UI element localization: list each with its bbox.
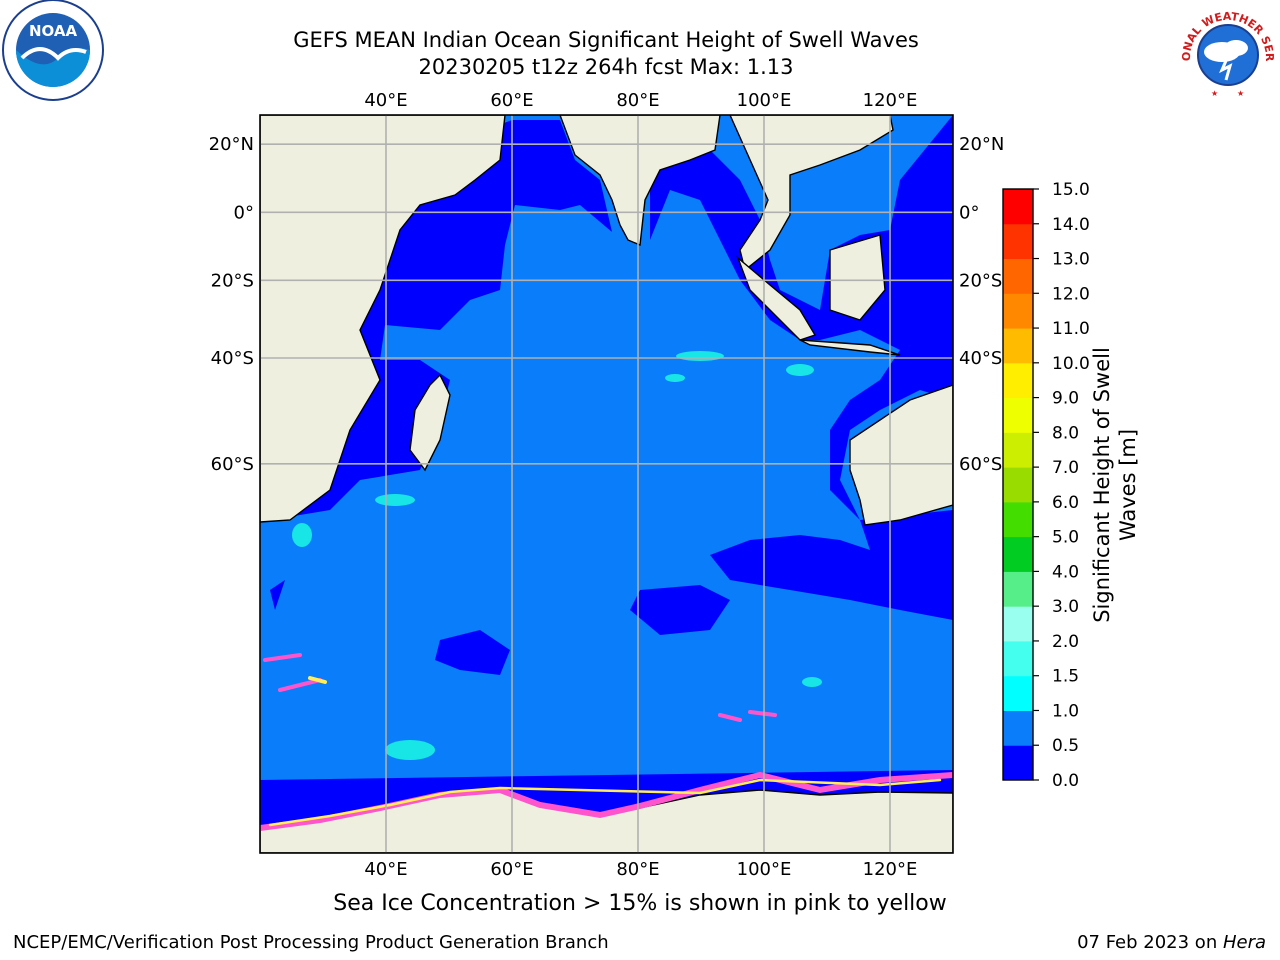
colorbar-tick-label: 11.0 bbox=[1052, 319, 1090, 339]
colorbar-tick-label: 15.0 bbox=[1052, 180, 1090, 200]
lat-tick-label-left: 40°S bbox=[211, 348, 254, 369]
colorbar-segment bbox=[1003, 362, 1033, 399]
lat-tick-label-left: 60°S bbox=[211, 454, 254, 475]
colorbar-tick-label: 8.0 bbox=[1052, 423, 1079, 443]
colorbar-segment bbox=[1003, 606, 1033, 642]
colorbar-label-line1: Significant Height of Swell bbox=[1090, 347, 1114, 623]
colorbar-tick-label: 5.0 bbox=[1052, 528, 1079, 548]
colorbar-tick-label: 10.0 bbox=[1052, 354, 1090, 374]
colorbar-tick-label: 0.5 bbox=[1052, 736, 1079, 756]
lon-tick-label-top: 80°E bbox=[616, 90, 659, 111]
colorbar-segment bbox=[1003, 293, 1033, 329]
colorbar-segment bbox=[1003, 745, 1033, 781]
footer-credit: NCEP/EMC/Verification Post Processing Pr… bbox=[13, 932, 609, 953]
colorbar-tick-label: 7.0 bbox=[1052, 458, 1079, 478]
colorbar-segment bbox=[1003, 640, 1033, 677]
footer-host: Hera bbox=[1222, 932, 1266, 953]
colorbar-segment bbox=[1003, 258, 1033, 294]
footer-date-text: 07 Feb 2023 on bbox=[1077, 932, 1223, 953]
lon-tick-label-bottom: 60°E bbox=[490, 859, 533, 880]
lon-tick-label-top: 120°E bbox=[863, 90, 918, 111]
lon-tick-label-bottom: 80°E bbox=[616, 859, 659, 880]
svg-text:★: ★ bbox=[1211, 89, 1218, 98]
colorbar-segment bbox=[1003, 397, 1033, 433]
colorbar-segment bbox=[1003, 675, 1033, 711]
colorbar-segment bbox=[1003, 432, 1033, 468]
colorbar-tick-label: 9.0 bbox=[1052, 389, 1079, 409]
svg-text:★: ★ bbox=[1237, 89, 1244, 98]
colorbar-tick-label: 1.5 bbox=[1052, 667, 1079, 687]
colorbar-tick-label: 1.0 bbox=[1052, 701, 1079, 721]
map-gridlines bbox=[260, 115, 953, 853]
lon-tick-label-bottom: 120°E bbox=[863, 859, 918, 880]
footer-date: 07 Feb 2023 on Hera bbox=[1077, 932, 1266, 953]
colorbar-segment bbox=[1003, 571, 1033, 607]
moderate-swell-patches bbox=[292, 351, 822, 760]
colorbar-label-line2: Waves [m] bbox=[1116, 428, 1140, 542]
lat-tick-label-left: 20°S bbox=[211, 270, 254, 291]
colorbar-segment bbox=[1003, 189, 1033, 225]
lon-tick-label-top: 40°E bbox=[364, 90, 407, 111]
sea-ice-note: Sea Ice Concentration > 15% is shown in … bbox=[333, 891, 947, 916]
lon-tick-label-bottom: 100°E bbox=[737, 859, 792, 880]
lat-tick-label-right: 60°S bbox=[959, 454, 1002, 475]
map-frame bbox=[259, 114, 954, 854]
colorbar-segment bbox=[1003, 223, 1033, 260]
colorbar-tick-label: 12.0 bbox=[1052, 284, 1090, 304]
chart-title: GEFS MEAN Indian Ocean Significant Heigh… bbox=[293, 28, 919, 52]
colorbar-tick-label: 4.0 bbox=[1052, 562, 1079, 582]
lon-tick-label-bottom: 40°E bbox=[364, 859, 407, 880]
colorbar-segment bbox=[1003, 467, 1033, 503]
sea-ice-fringe bbox=[260, 653, 953, 831]
colorbar-tick-label: 6.0 bbox=[1052, 493, 1079, 513]
lat-tick-label-right: 20°S bbox=[959, 270, 1002, 291]
lat-tick-label-left: 0° bbox=[234, 202, 254, 223]
colorbar-segment bbox=[1003, 501, 1033, 538]
colorbar-segment bbox=[1003, 536, 1033, 572]
colorbar bbox=[1002, 188, 1039, 781]
colorbar-tick-label: 13.0 bbox=[1052, 250, 1090, 270]
lat-tick-label-right: 40°S bbox=[959, 348, 1002, 369]
lon-tick-label-top: 100°E bbox=[737, 90, 792, 111]
national-weather-service-logo-icon: NATIONAL WEATHER SERVICE ★ ★ bbox=[1176, 0, 1276, 102]
colorbar-segment bbox=[1003, 710, 1033, 746]
lat-tick-label-right: 0° bbox=[959, 202, 979, 223]
colorbar-frame bbox=[1002, 188, 1034, 781]
lat-tick-label-right: 20°N bbox=[959, 134, 1004, 155]
colorbar-tick-label: 14.0 bbox=[1052, 215, 1090, 235]
lon-tick-label-top: 60°E bbox=[490, 90, 533, 111]
chart-subtitle: 20230205 t12z 264h fcst Max: 1.13 bbox=[418, 55, 794, 79]
noaa-logo-icon: NOAA bbox=[2, 0, 104, 101]
colorbar-tick-label: 3.0 bbox=[1052, 597, 1079, 617]
colorbar-tick-label: 2.0 bbox=[1052, 632, 1079, 652]
lat-tick-label-left: 20°N bbox=[209, 134, 254, 155]
noaa-logo-text: NOAA bbox=[29, 22, 78, 40]
colorbar-tick-label: 0.0 bbox=[1052, 771, 1079, 791]
land-masses bbox=[260, 115, 953, 853]
colorbar-segment bbox=[1003, 328, 1033, 364]
